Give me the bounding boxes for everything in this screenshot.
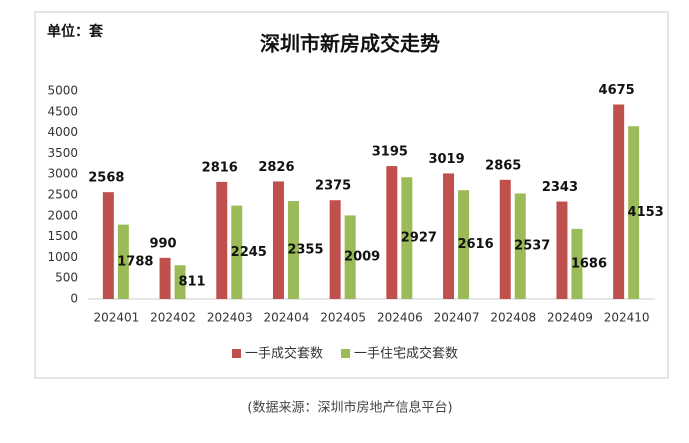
legend-swatch (232, 349, 241, 358)
value-label: 4675 (599, 83, 635, 98)
bar (329, 200, 341, 299)
chart-title: 深圳市新房成交走势 (260, 32, 440, 56)
bar (386, 166, 398, 299)
y-tick-label: 3500 (47, 146, 78, 160)
x-tick-label: 202410 (604, 311, 650, 325)
legend-label: 一手成交套数 (245, 346, 323, 362)
y-tick-label: 0 (70, 292, 78, 306)
x-tick-label: 202404 (264, 311, 310, 325)
y-tick-label: 5000 (47, 84, 78, 98)
bar (102, 192, 114, 299)
value-label: 811 (178, 275, 205, 290)
value-label: 2537 (514, 239, 550, 254)
bar (514, 193, 526, 299)
value-label: 2616 (457, 237, 493, 252)
y-tick-label: 3000 (47, 167, 78, 181)
bar (499, 179, 511, 299)
bar (556, 201, 568, 299)
value-label: 2816 (202, 160, 238, 175)
x-tick-label: 202408 (490, 311, 536, 325)
bar (628, 126, 640, 299)
bar (117, 224, 129, 299)
value-label: 3195 (372, 145, 408, 160)
unit-label: 单位：套 (47, 23, 103, 40)
bar (287, 201, 299, 299)
value-label: 2355 (287, 243, 323, 258)
value-label: 2009 (344, 250, 380, 265)
x-tick-label: 202406 (377, 311, 423, 325)
value-label: 4153 (628, 205, 664, 220)
x-tick-label: 202409 (547, 311, 593, 325)
value-label: 3019 (428, 152, 464, 167)
value-label: 2343 (542, 180, 578, 195)
value-label: 2568 (88, 171, 124, 186)
legend-label: 一手住宅成交套数 (354, 346, 458, 362)
x-tick-label: 202403 (207, 311, 253, 325)
bar (216, 181, 228, 299)
y-tick-label: 4000 (47, 125, 78, 139)
bar (159, 257, 171, 299)
bar (443, 173, 455, 299)
y-tick-label: 2000 (47, 208, 78, 222)
value-label: 1788 (117, 254, 153, 269)
bar (344, 215, 356, 299)
x-tick-label: 202407 (434, 311, 480, 325)
value-label: 990 (149, 236, 176, 251)
y-tick-label: 4500 (47, 104, 78, 118)
y-tick-label: 1000 (47, 250, 78, 264)
bar (272, 181, 284, 299)
value-label: 2927 (401, 231, 437, 246)
bar (401, 177, 413, 299)
x-tick-label: 202401 (93, 311, 139, 325)
bar (613, 104, 625, 300)
bar (231, 205, 243, 299)
x-tick-label: 202405 (320, 311, 366, 325)
value-label: 1686 (571, 256, 607, 271)
bar (458, 190, 470, 299)
value-label: 2375 (315, 179, 351, 194)
caption: (数据来源：深圳市房地产信息平台) (247, 400, 452, 416)
x-tick-label: 202402 (150, 311, 196, 325)
value-label: 2826 (258, 160, 294, 175)
bar (571, 228, 583, 299)
y-tick-label: 2500 (47, 188, 78, 202)
value-label: 2245 (231, 245, 267, 260)
chart-frame (34, 11, 669, 379)
value-label: 2865 (485, 158, 521, 173)
bar (174, 265, 186, 299)
y-tick-label: 500 (55, 271, 78, 285)
y-tick-label: 1500 (47, 229, 78, 243)
legend-swatch (341, 349, 351, 358)
